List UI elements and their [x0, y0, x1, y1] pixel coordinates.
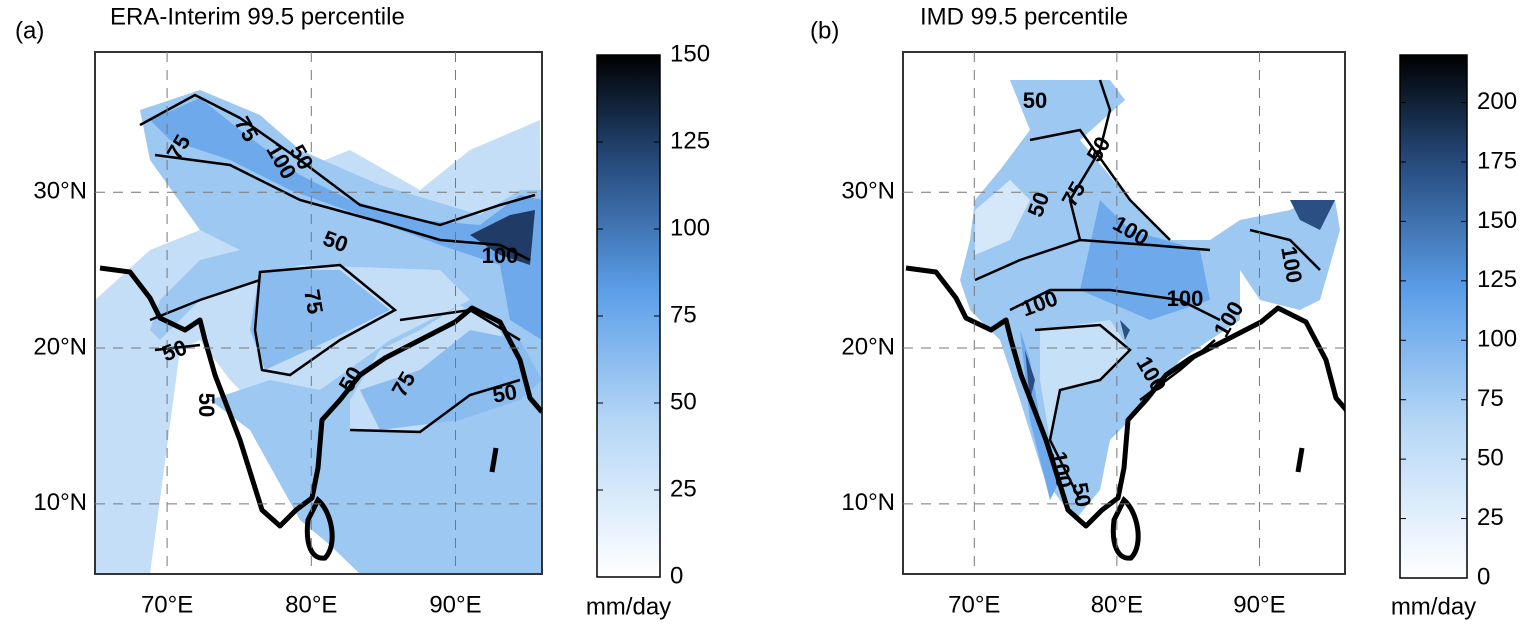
colorbar-tick-label: 25	[670, 475, 697, 502]
colorbar-tick-label: 200	[1477, 88, 1517, 115]
colorbar-label: mm/day	[586, 593, 671, 620]
map-b	[903, 52, 1345, 574]
colorbar	[1399, 54, 1468, 579]
x-tick-label: 90°E	[429, 591, 481, 618]
panel-title: IMD 99.5 percentile	[920, 3, 1128, 30]
contour-label: 50	[1023, 88, 1047, 113]
colorbar-tick-label: 75	[1477, 385, 1504, 412]
colorbar	[596, 54, 661, 578]
x-tick-label: 80°E	[1091, 591, 1143, 618]
colorbar-tick-label: 150	[1477, 207, 1517, 234]
map-frame	[902, 51, 1346, 575]
colorbar-tick-label: 50	[1477, 444, 1504, 471]
colorbar-label: mm/day	[1391, 593, 1476, 620]
y-tick-label: 10°N	[33, 489, 87, 516]
contour-label: 50	[490, 379, 518, 408]
colorbar-tick-label: 150	[670, 40, 710, 67]
colorbar-tick-label: 175	[1477, 147, 1517, 174]
map-frame	[94, 51, 543, 575]
colorbar-tick-label: 100	[670, 214, 710, 241]
contour-label: 100	[1167, 286, 1204, 311]
colorbar-tick-label: 125	[1477, 266, 1517, 293]
panel-label: (a)	[15, 17, 44, 44]
contour-label: 50	[194, 393, 219, 417]
colorbar-tick-label: 50	[670, 388, 697, 415]
y-tick-label: 30°N	[841, 178, 895, 205]
colorbar-tick-label: 0	[670, 562, 683, 589]
panel-label: (b)	[810, 17, 839, 44]
colorbar-tick-label: 100	[1477, 326, 1517, 353]
contour-label: 50	[1067, 480, 1096, 508]
y-tick-label: 20°N	[841, 333, 895, 360]
x-tick-label: 70°E	[948, 591, 1000, 618]
y-tick-label: 30°N	[33, 178, 87, 205]
contour-label: 75	[299, 287, 328, 315]
colorbar-tick-label: 0	[1477, 563, 1490, 590]
x-tick-label: 90°E	[1233, 591, 1285, 618]
y-tick-label: 10°N	[841, 489, 895, 516]
panel-title: ERA-Interim 99.5 percentile	[110, 3, 405, 30]
x-tick-label: 70°E	[141, 591, 193, 618]
x-tick-label: 80°E	[285, 591, 337, 618]
colorbar-tick-label: 125	[670, 127, 710, 154]
contour-label: 100	[482, 243, 519, 268]
y-tick-label: 20°N	[33, 333, 87, 360]
colorbar-tick-label: 25	[1477, 504, 1504, 531]
colorbar-tick-label: 75	[670, 301, 697, 328]
